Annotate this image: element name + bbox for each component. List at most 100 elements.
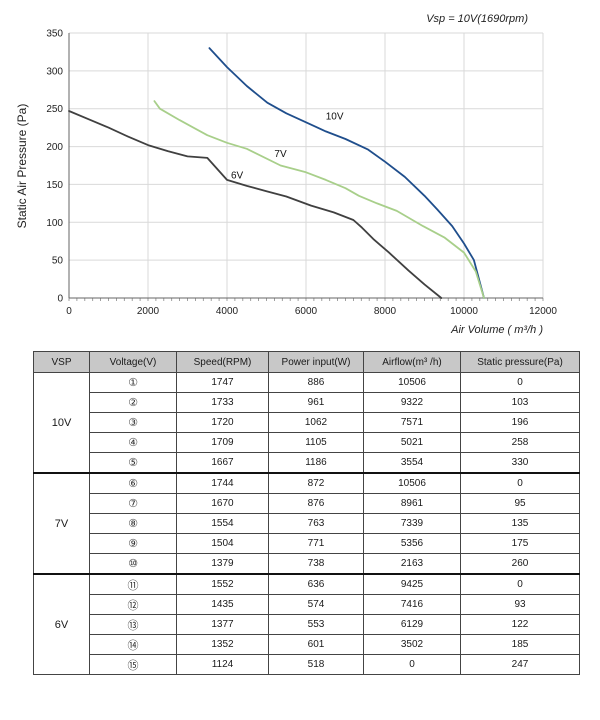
voltage-cell: ⑤: [89, 452, 177, 474]
pressure-cell: 135: [460, 513, 580, 534]
x-tick-label: 2000: [137, 306, 160, 317]
speed-cell: 1377: [176, 614, 269, 635]
voltage-cell: ⑩: [89, 553, 177, 575]
x-tick-label: 6000: [295, 306, 318, 317]
power-cell: 1105: [268, 432, 364, 453]
airflow-cell: 7571: [363, 412, 461, 433]
pressure-cell: 258: [460, 432, 580, 453]
pressure-cell: 260: [460, 553, 580, 575]
airflow-cell: 3502: [363, 634, 461, 655]
performance-table: VSP Voltage(V) Speed(RPM) Power input(W)…: [33, 351, 580, 675]
pressure-cell: 185: [460, 634, 580, 655]
voltage-cell: ⑮: [89, 654, 177, 675]
power-cell: 763: [268, 513, 364, 534]
vsp-cell: 6V: [33, 573, 90, 675]
voltage-cell: ①: [89, 372, 177, 393]
series-line-6V: [68, 110, 443, 299]
power-cell: 771: [268, 533, 364, 554]
voltage-cell: ④: [89, 432, 177, 453]
speed-cell: 1352: [176, 634, 269, 655]
speed-cell: 1435: [176, 594, 269, 615]
table-row: ② 1733 961 9322 103: [34, 392, 580, 413]
table-row: ⑮ 1124 518 0 247: [34, 654, 580, 675]
power-cell: 1186: [268, 452, 364, 474]
x-tick-label: 10000: [450, 306, 478, 317]
pressure-cell: 175: [460, 533, 580, 554]
power-cell: 1062: [268, 412, 364, 433]
speed-cell: 1667: [176, 452, 269, 474]
voltage-cell: ⑧: [89, 513, 177, 534]
chart-annotation: Vsp = 10V(1690rpm): [426, 13, 528, 25]
voltage-cell: ⑬: [89, 614, 177, 635]
pressure-cell: 0: [460, 472, 580, 494]
power-cell: 553: [268, 614, 364, 635]
airflow-cell: 3554: [363, 452, 461, 474]
y-tick-label: 100: [46, 218, 63, 229]
table-row: ⑧ 1554 763 7339 135: [34, 513, 580, 534]
power-cell: 961: [268, 392, 364, 413]
y-axis-label: Static Air Pressure (Pa): [15, 104, 29, 229]
series-label: 10V: [326, 111, 344, 122]
power-cell: 636: [268, 573, 364, 595]
speed-cell: 1744: [176, 472, 269, 494]
airflow-cell: 0: [363, 654, 461, 675]
speed-cell: 1379: [176, 553, 269, 575]
table-row: ⑤ 1667 1186 3554 330: [34, 452, 580, 474]
airflow-cell: 6129: [363, 614, 461, 635]
y-tick-label: 300: [46, 66, 63, 77]
header-pressure: Static pressure(Pa): [460, 351, 580, 373]
table-row: ⑩ 1379 738 2163 260: [34, 553, 580, 575]
speed-cell: 1709: [176, 432, 269, 453]
speed-cell: 1554: [176, 513, 269, 534]
pressure-cell: 122: [460, 614, 580, 635]
header-vsp: VSP: [33, 351, 90, 373]
speed-cell: 1733: [176, 392, 269, 413]
y-tick-label: 200: [46, 142, 63, 153]
speed-cell: 1124: [176, 654, 269, 675]
power-cell: 886: [268, 372, 364, 393]
x-axis-label: Air Volume ( m³/h ): [450, 324, 543, 336]
voltage-cell: ⑦: [89, 493, 177, 514]
performance-table-wrapper: VSP Voltage(V) Speed(RPM) Power input(W)…: [33, 351, 580, 675]
series-labels: 10V 7V 6V: [231, 111, 344, 181]
table-row: ⑫ 1435 574 7416 93: [34, 594, 580, 615]
power-cell: 876: [268, 493, 364, 514]
voltage-cell: ③: [89, 412, 177, 433]
airflow-cell: 10506: [363, 472, 461, 494]
header-voltage: Voltage(V): [89, 351, 177, 373]
table-row: 10V ① 1747 886 10506 0: [33, 372, 580, 474]
airflow-cell: 10506: [363, 372, 461, 393]
table-row: ④ 1709 1105 5021 258: [34, 432, 580, 453]
pressure-cell: 0: [460, 372, 580, 393]
series-label: 7V: [274, 149, 287, 160]
table-row: 6V ⑪ 1552 636 9425 0: [33, 573, 580, 675]
x-tick-label: 0: [66, 306, 72, 317]
series: [68, 47, 485, 299]
power-cell: 518: [268, 654, 364, 675]
speed-cell: 1747: [176, 372, 269, 393]
speed-cell: 1504: [176, 533, 269, 554]
power-cell: 738: [268, 553, 364, 575]
vsp-cell: 7V: [33, 472, 90, 575]
table-row: ⑦ 1670 876 8961 95: [34, 493, 580, 514]
power-cell: 574: [268, 594, 364, 615]
header-speed: Speed(RPM): [176, 351, 269, 373]
y-tick-label: 0: [57, 294, 63, 305]
fan-performance-chart: 0 50 100 150 200 250 300 350 0 2000 4000 6000 8000 10…: [15, 13, 557, 336]
pressure-cell: 95: [460, 493, 580, 514]
table-row: ⑨ 1504 771 5356 175: [34, 533, 580, 554]
airflow-cell: 9322: [363, 392, 461, 413]
power-cell: 601: [268, 634, 364, 655]
airflow-cell: 2163: [363, 553, 461, 575]
table-row: ③ 1720 1062 7571 196: [34, 412, 580, 433]
series-line-7V: [153, 100, 485, 299]
pressure-cell: 196: [460, 412, 580, 433]
power-cell: 872: [268, 472, 364, 494]
voltage-cell: ⑪: [89, 573, 177, 595]
pressure-cell: 247: [460, 654, 580, 675]
y-tick-label: 150: [46, 180, 63, 191]
airflow-cell: 5356: [363, 533, 461, 554]
airflow-cell: 9425: [363, 573, 461, 595]
series-label: 6V: [231, 170, 244, 181]
airflow-cell: 8961: [363, 493, 461, 514]
